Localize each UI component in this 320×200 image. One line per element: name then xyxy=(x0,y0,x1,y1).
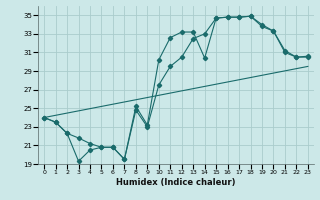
X-axis label: Humidex (Indice chaleur): Humidex (Indice chaleur) xyxy=(116,178,236,187)
